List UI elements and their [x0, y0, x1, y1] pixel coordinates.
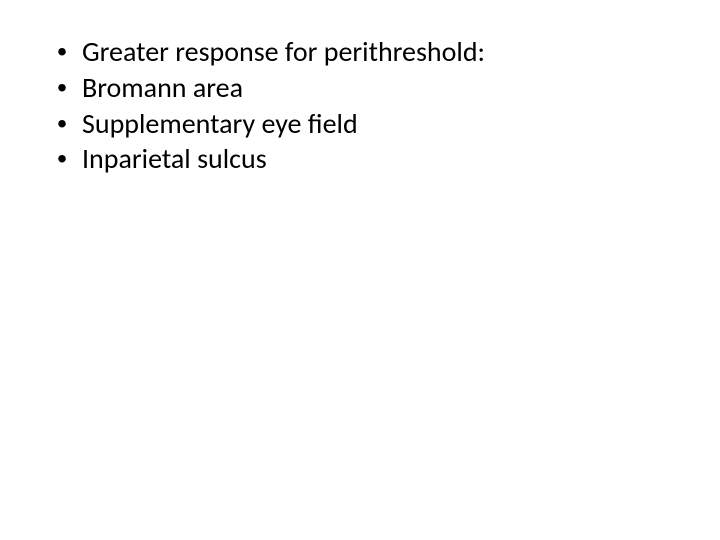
bullet-text: Bromann area	[82, 70, 243, 106]
list-item: • Bromann area	[48, 70, 485, 106]
bullet-text: Greater response for perithreshold:	[82, 34, 485, 70]
list-item: • Inparietal sulcus	[48, 141, 485, 177]
bullet-text: Supplementary eye field	[82, 106, 358, 142]
bullet-icon: •	[48, 141, 76, 177]
bullet-list: • Greater response for perithreshold: • …	[48, 34, 485, 177]
bullet-icon: •	[48, 34, 76, 70]
bullet-icon: •	[48, 70, 76, 106]
list-item: • Greater response for perithreshold:	[48, 34, 485, 70]
bullet-icon: •	[48, 106, 76, 142]
slide: • Greater response for perithreshold: • …	[0, 0, 720, 540]
list-item: • Supplementary eye field	[48, 106, 485, 142]
bullet-text: Inparietal sulcus	[82, 141, 267, 177]
